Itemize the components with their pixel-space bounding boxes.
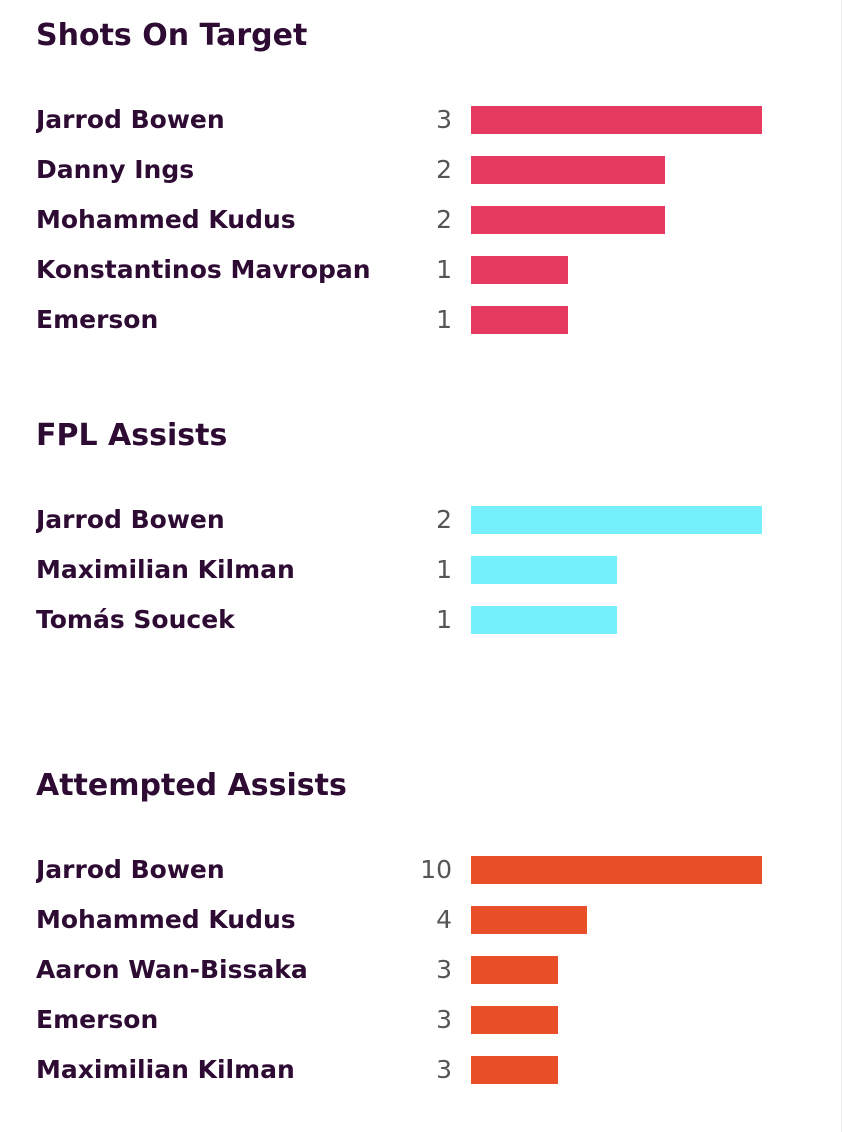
stat-row: Jarrod Bowen 10 xyxy=(0,850,844,900)
stat-row: Emerson 3 xyxy=(0,1000,844,1050)
stat-row: Danny Ings 2 xyxy=(0,150,844,200)
shots-on-target-title: Shots On Target xyxy=(36,18,308,53)
stat-row: Jarrod Bowen 3 xyxy=(0,100,844,150)
right-edge-divider xyxy=(841,0,842,1132)
stat-bar xyxy=(471,956,558,984)
player-name: Mohammed Kudus xyxy=(36,205,296,234)
stat-row: Mohammed Kudus 2 xyxy=(0,200,844,250)
stat-row: Mohammed Kudus 4 xyxy=(0,900,844,950)
player-name: Emerson xyxy=(36,1005,159,1034)
stat-value: 1 xyxy=(436,555,452,584)
stat-bar xyxy=(471,1056,558,1084)
stat-row: Aaron Wan-Bissaka 3 xyxy=(0,950,844,1000)
stat-value: 3 xyxy=(436,1055,452,1084)
player-name: Jarrod Bowen xyxy=(36,505,225,534)
stat-row: Maximilian Kilman 1 xyxy=(0,550,844,600)
stat-value: 10 xyxy=(420,855,452,884)
stat-bar xyxy=(471,106,762,134)
stat-value: 3 xyxy=(436,1005,452,1034)
stat-bar xyxy=(471,156,665,184)
player-name: Maximilian Kilman xyxy=(36,555,295,584)
player-name: Aaron Wan-Bissaka xyxy=(36,955,308,984)
stat-value: 1 xyxy=(436,305,452,334)
stat-bar xyxy=(471,1006,558,1034)
player-name: Emerson xyxy=(36,305,159,334)
stat-value: 1 xyxy=(436,605,452,634)
stat-row: Jarrod Bowen 2 xyxy=(0,500,844,550)
stat-row: Tomás Soucek 1 xyxy=(0,600,844,650)
stat-value: 2 xyxy=(436,505,452,534)
player-name: Danny Ings xyxy=(36,155,195,184)
stat-row: Konstantinos Mavropan 1 xyxy=(0,250,844,300)
stat-value: 2 xyxy=(436,155,452,184)
stat-bar xyxy=(471,206,665,234)
player-name: Mohammed Kudus xyxy=(36,905,296,934)
stat-value: 2 xyxy=(436,205,452,234)
fpl-assists-title: FPL Assists xyxy=(36,418,228,453)
stat-bar xyxy=(471,906,587,934)
stat-bar xyxy=(471,506,762,534)
stat-bar xyxy=(471,856,762,884)
stat-bar xyxy=(471,606,617,634)
stat-value: 4 xyxy=(436,905,452,934)
stat-bar xyxy=(471,256,568,284)
player-name: Jarrod Bowen xyxy=(36,105,225,134)
player-name: Tomás Soucek xyxy=(36,605,235,634)
stat-value: 3 xyxy=(436,105,452,134)
player-name: Maximilian Kilman xyxy=(36,1055,295,1084)
attempted-assists-title: Attempted Assists xyxy=(36,768,347,803)
stat-row: Emerson 1 xyxy=(0,300,844,350)
stat-bar xyxy=(471,306,568,334)
stat-row: Maximilian Kilman 3 xyxy=(0,1050,844,1100)
player-name: Konstantinos Mavropan xyxy=(36,255,371,284)
stat-value: 3 xyxy=(436,955,452,984)
player-name: Jarrod Bowen xyxy=(36,855,225,884)
stat-value: 1 xyxy=(436,255,452,284)
stat-bar xyxy=(471,556,617,584)
